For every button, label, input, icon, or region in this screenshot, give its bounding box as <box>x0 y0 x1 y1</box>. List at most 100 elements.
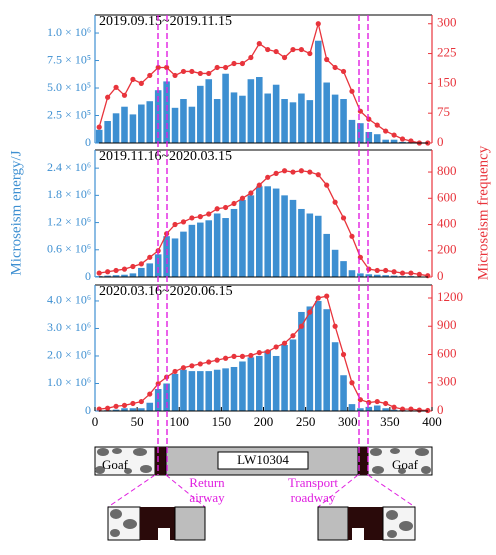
bar <box>256 186 263 277</box>
point <box>139 81 144 86</box>
bar <box>273 356 280 411</box>
point <box>349 380 354 385</box>
y2-tick-label: 900 <box>437 317 457 332</box>
point <box>223 205 228 210</box>
line <box>99 171 428 276</box>
x-tick-label: 0 <box>92 414 99 429</box>
bar <box>248 357 255 411</box>
bar <box>104 121 111 143</box>
y-tick-label: 4.0 × 10⁶ <box>47 293 91 307</box>
y-tick-label: 0.6 × 10⁶ <box>47 242 91 256</box>
point <box>333 65 338 70</box>
point <box>198 214 203 219</box>
point <box>215 206 220 211</box>
y-tick-label: 2.0 × 10⁶ <box>47 348 91 362</box>
bar <box>315 41 322 143</box>
bar <box>130 273 137 277</box>
bar <box>332 95 339 143</box>
point <box>366 400 371 405</box>
point <box>333 200 338 205</box>
bar <box>113 113 120 143</box>
point <box>265 349 270 354</box>
point <box>198 361 203 366</box>
point <box>181 219 186 224</box>
point <box>282 168 287 173</box>
bar <box>349 404 356 411</box>
x-tick-label: 300 <box>338 414 358 429</box>
point <box>375 268 380 273</box>
point <box>341 215 346 220</box>
point <box>274 49 279 54</box>
bar <box>264 94 271 143</box>
point <box>113 404 118 409</box>
annotation: airway <box>189 490 225 505</box>
point <box>105 406 110 411</box>
bar <box>256 77 263 143</box>
bar <box>264 350 271 411</box>
point <box>206 211 211 216</box>
y2-tick-label: 150 <box>437 74 457 89</box>
bar <box>340 99 347 143</box>
y2-tick-label: 200 <box>437 242 457 257</box>
bar <box>349 270 356 277</box>
point <box>97 270 102 275</box>
point <box>231 61 236 66</box>
point <box>198 71 203 76</box>
bar <box>231 367 238 411</box>
point <box>130 77 135 82</box>
bar <box>281 195 288 277</box>
bar <box>290 339 297 411</box>
bar <box>231 209 238 277</box>
bar <box>298 94 305 143</box>
point <box>248 55 253 60</box>
x-tick-label: 250 <box>296 414 316 429</box>
bar <box>205 220 212 277</box>
y-tick-label: 0 <box>85 135 91 149</box>
bar <box>96 130 103 143</box>
y2-tick-label: 300 <box>437 374 457 389</box>
point <box>172 73 177 78</box>
zoom-lines <box>108 475 415 507</box>
bar <box>264 186 271 277</box>
bar <box>273 85 280 143</box>
bar <box>248 195 255 277</box>
point <box>333 324 338 329</box>
bar <box>256 356 263 411</box>
y2-tick-label: 0 <box>437 268 444 283</box>
point <box>206 359 211 364</box>
point <box>113 268 118 273</box>
bar <box>307 100 314 143</box>
bar <box>357 273 364 277</box>
y-tick-label: 1.8 × 10⁶ <box>47 187 91 201</box>
point <box>122 403 127 408</box>
bar <box>374 405 381 411</box>
point <box>223 65 228 70</box>
bar <box>239 361 246 411</box>
point <box>172 222 177 227</box>
point <box>240 196 245 201</box>
point <box>391 405 396 410</box>
point <box>257 350 262 355</box>
bar <box>130 114 137 143</box>
y2-tick-label: 400 <box>437 216 457 231</box>
point <box>248 353 253 358</box>
point <box>206 71 211 76</box>
annotation: roadway <box>291 490 336 505</box>
point <box>299 168 304 173</box>
point <box>408 270 413 275</box>
annotation: Transport <box>288 475 338 490</box>
point <box>307 169 312 174</box>
point <box>130 401 135 406</box>
bar <box>323 309 330 411</box>
point <box>248 190 253 195</box>
bar <box>214 214 221 278</box>
point <box>257 183 262 188</box>
point <box>172 369 177 374</box>
bar <box>205 371 212 411</box>
point <box>139 261 144 266</box>
bar <box>146 403 153 411</box>
bar <box>138 105 145 143</box>
y-tick-label: 7.5 × 10⁵ <box>47 52 91 66</box>
bar <box>281 99 288 143</box>
point <box>113 85 118 90</box>
